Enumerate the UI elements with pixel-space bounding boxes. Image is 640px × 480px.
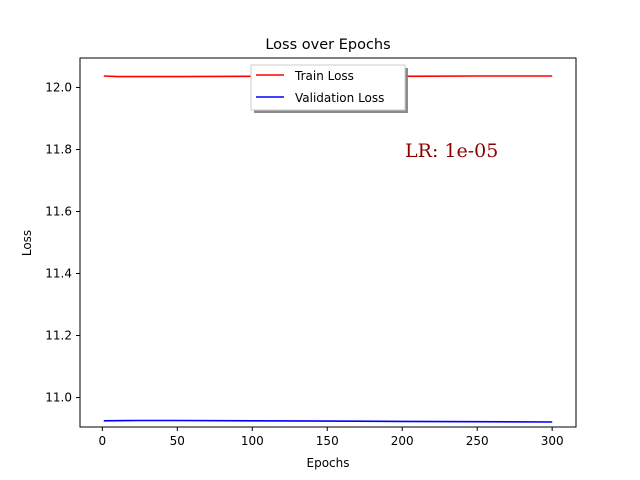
y-axis-ticks: 11.0 11.2 11.4 11.6 11.8 12.0 bbox=[45, 80, 80, 405]
y-tick-label: 11.0 bbox=[45, 391, 72, 405]
legend: Train Loss Validation Loss bbox=[250, 64, 408, 113]
series-line-validation-loss bbox=[103, 419, 553, 423]
x-tick-label: 50 bbox=[170, 434, 185, 448]
y-tick-label: 11.6 bbox=[45, 204, 72, 218]
x-axis-label: Epochs bbox=[307, 456, 350, 470]
x-tick-label: 150 bbox=[316, 434, 339, 448]
x-tick-label: 100 bbox=[241, 434, 264, 448]
plot-area bbox=[80, 58, 576, 427]
y-tick-label: 11.4 bbox=[45, 267, 72, 281]
y-axis-label: Loss bbox=[20, 230, 34, 256]
x-tick-label: 300 bbox=[541, 434, 564, 448]
legend-label-validation-loss: Validation Loss bbox=[295, 91, 384, 105]
legend-box bbox=[250, 64, 406, 111]
x-axis-ticks: 0 50 100 150 200 250 300 bbox=[99, 427, 564, 448]
y-tick-label: 12.0 bbox=[45, 80, 72, 94]
plot-frame bbox=[79, 57, 577, 428]
y-tick-label: 11.8 bbox=[45, 142, 72, 156]
y-tick-label: 11.2 bbox=[45, 329, 72, 343]
lr-annotation: LR: 1e-05 bbox=[405, 140, 498, 162]
x-tick-label: 0 bbox=[99, 434, 107, 448]
x-tick-label: 250 bbox=[466, 434, 489, 448]
chart-title: Loss over Epochs bbox=[265, 37, 390, 53]
x-tick-label: 200 bbox=[391, 434, 414, 448]
legend-label-train-loss: Train Loss bbox=[294, 69, 354, 83]
